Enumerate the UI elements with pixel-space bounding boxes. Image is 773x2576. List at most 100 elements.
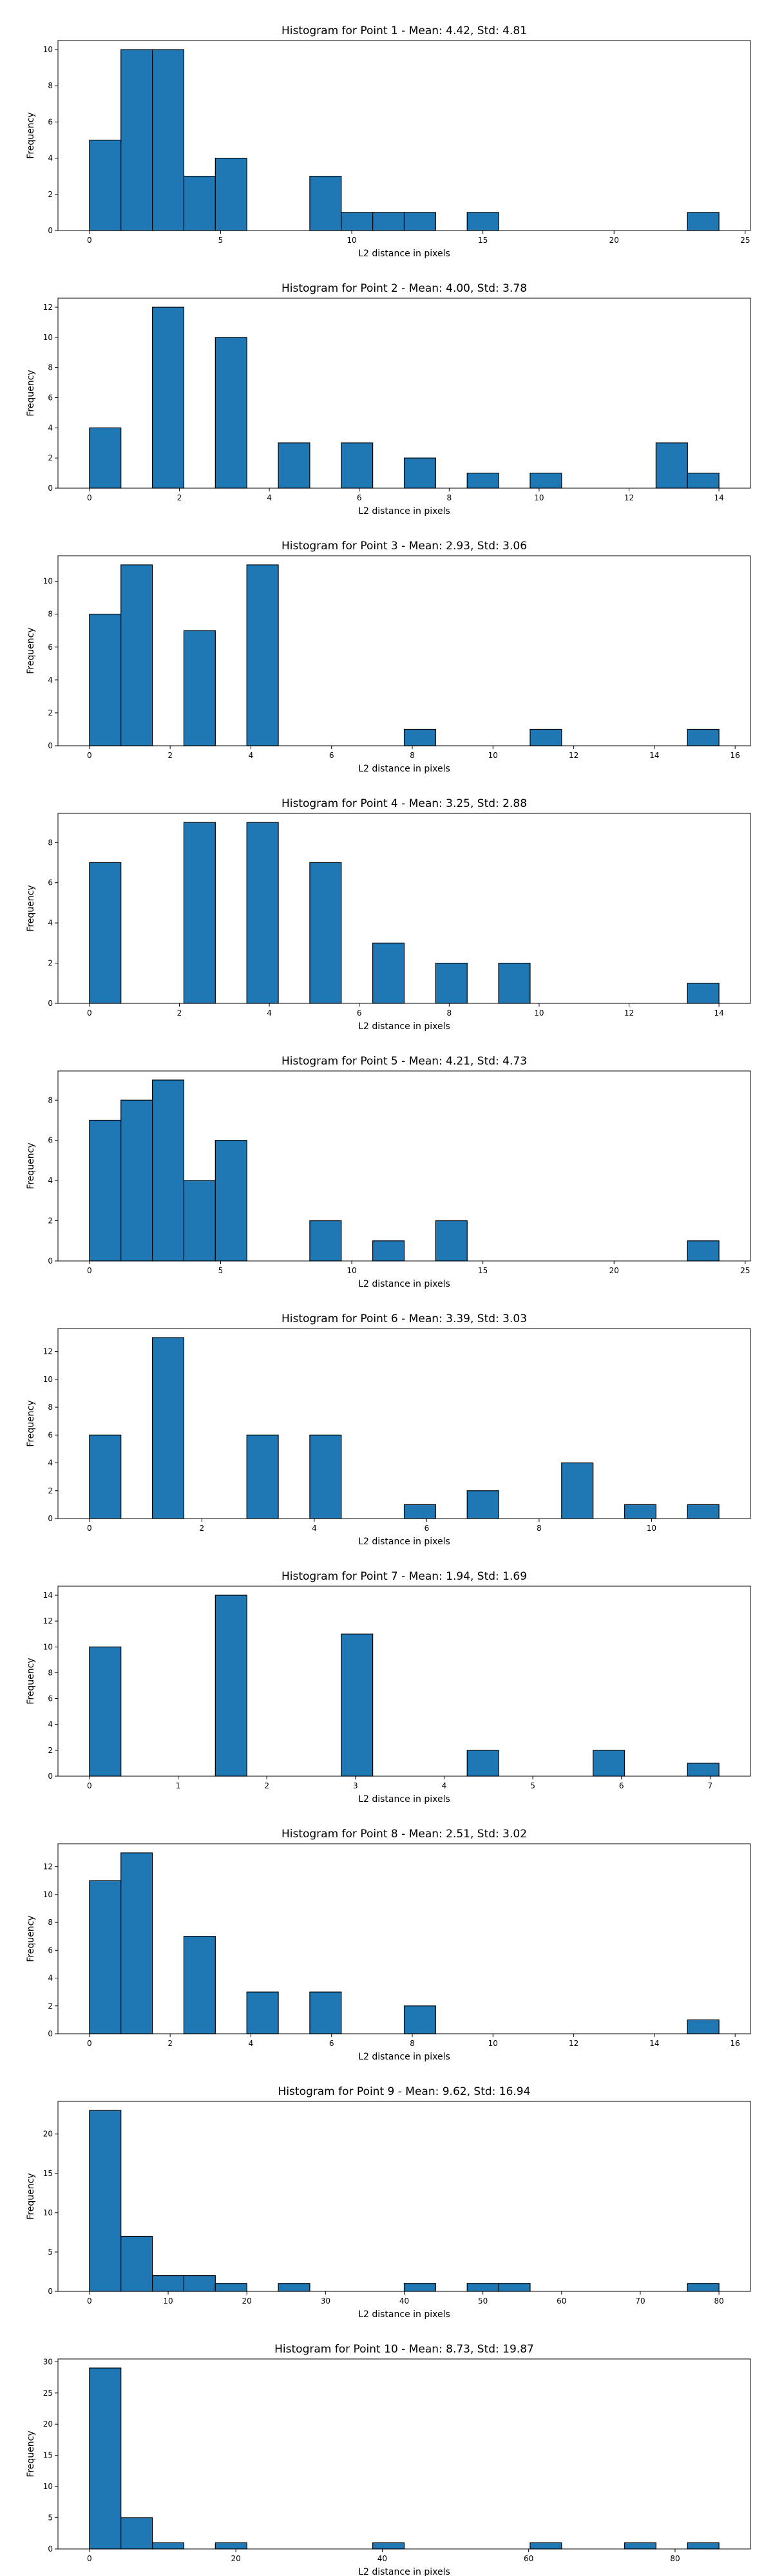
histogram-bar <box>120 2235 153 2292</box>
x-tick-label: 5 <box>218 236 224 245</box>
y-tick-label: 15 <box>43 2451 53 2460</box>
x-tick-label: 25 <box>740 236 750 245</box>
histogram-bar <box>89 1880 122 2034</box>
x-tick-label: 2 <box>167 751 173 760</box>
y-tick-label: 4 <box>48 918 53 927</box>
x-tick-label: 0 <box>87 1009 92 1018</box>
x-tick-label: 12 <box>624 493 634 502</box>
chart-panel-9: Histogram for Point 9 - Mean: 9.62, Std:… <box>26 2085 751 2320</box>
y-tick-label: 0 <box>48 226 53 235</box>
histogram-bar <box>89 427 122 489</box>
x-tick-label: 4 <box>267 493 272 502</box>
y-axis-label: Frequency <box>26 370 36 416</box>
histogram-bar <box>89 1119 122 1262</box>
x-axis-label: L2 distance in pixels <box>358 2309 450 2320</box>
histogram-bar <box>530 728 562 746</box>
x-tick-label: 15 <box>478 1266 488 1275</box>
histogram-bar <box>120 2517 153 2550</box>
y-tick-label: 0 <box>48 1256 53 1265</box>
x-tick-label: 6 <box>357 1009 362 1018</box>
x-tick-label: 6 <box>357 493 362 502</box>
y-tick-label: 8 <box>48 1095 53 1104</box>
histogram-bar <box>215 2542 247 2550</box>
x-tick-label: 16 <box>730 751 740 760</box>
y-tick-label: 6 <box>48 1430 53 1439</box>
chart-panel-5: Histogram for Point 5 - Mean: 4.21, Std:… <box>26 1055 751 1289</box>
x-tick-label: 70 <box>635 2297 645 2306</box>
histogram-bar <box>687 728 720 746</box>
x-tick-label: 10 <box>347 236 356 245</box>
x-axis-label: L2 distance in pixels <box>358 2567 450 2576</box>
x-tick-label: 60 <box>557 2297 566 2306</box>
histogram-bar <box>687 2542 720 2550</box>
chart-title: Histogram for Point 2 - Mean: 4.00, Std:… <box>282 282 527 295</box>
histogram-bar <box>215 1595 247 1777</box>
y-tick-label: 2 <box>48 1486 53 1495</box>
histogram-bar <box>530 472 562 489</box>
x-tick-label: 0 <box>87 1524 92 1533</box>
y-tick-label: 25 <box>43 2389 53 2398</box>
y-tick-label: 4 <box>48 1974 53 1983</box>
x-tick-label: 3 <box>353 1781 358 1790</box>
x-tick-label: 0 <box>87 751 92 760</box>
y-tick-label: 2 <box>48 959 53 968</box>
x-tick-label: 10 <box>488 2039 498 2048</box>
x-tick-label: 0 <box>87 493 92 502</box>
histogram-bar <box>215 2283 247 2292</box>
y-tick-label: 20 <box>43 2130 53 2139</box>
plot-frame <box>57 2358 751 2550</box>
histogram-bar <box>215 158 247 231</box>
x-axis-label: L2 distance in pixels <box>358 249 450 259</box>
histogram-bar <box>120 1852 153 2034</box>
y-tick-label: 6 <box>48 117 53 126</box>
x-tick-label: 10 <box>534 1009 544 1018</box>
histogram-bar <box>151 2275 185 2292</box>
y-tick-label: 30 <box>43 2357 53 2366</box>
histogram-bar <box>246 564 279 746</box>
y-tick-label: 4 <box>48 676 53 685</box>
plot-frame <box>57 1843 751 2034</box>
histogram-bar <box>89 2367 122 2550</box>
histogram-bar <box>466 2283 499 2292</box>
y-axis-label: Frequency <box>26 112 36 158</box>
y-tick-label: 10 <box>43 1642 53 1651</box>
chart-title: Histogram for Point 3 - Mean: 2.93, Std:… <box>282 540 527 553</box>
y-tick-label: 8 <box>48 1403 53 1412</box>
x-tick-label: 15 <box>478 236 488 245</box>
y-tick-label: 4 <box>48 1459 53 1468</box>
x-tick-label: 4 <box>249 751 254 760</box>
x-tick-label: 10 <box>163 2297 173 2306</box>
chart-title: Histogram for Point 7 - Mean: 1.94, Std:… <box>282 1570 527 1583</box>
x-tick-label: 0 <box>87 1781 92 1790</box>
chart-panel-7: Histogram for Point 7 - Mean: 1.94, Std:… <box>26 1570 751 1804</box>
x-tick-label: 14 <box>714 493 723 502</box>
histogram-bar <box>624 2542 657 2550</box>
y-tick-label: 2 <box>48 190 53 199</box>
y-tick-label: 2 <box>48 1746 53 1755</box>
chart-panel-6: Histogram for Point 6 - Mean: 3.39, Std:… <box>26 1312 751 1547</box>
y-tick-label: 2 <box>48 708 53 717</box>
histogram-bar <box>687 1763 720 1777</box>
y-axis-label: Frequency <box>26 2173 36 2219</box>
x-axis-label: L2 distance in pixels <box>358 1537 450 1547</box>
chart-panel-10: Histogram for Point 10 - Mean: 8.73, Std… <box>26 2343 751 2576</box>
histogram-bar <box>246 1991 279 2034</box>
y-tick-label: 10 <box>43 45 53 54</box>
x-axis-label: L2 distance in pixels <box>358 1021 450 1032</box>
x-tick-label: 8 <box>410 751 415 760</box>
y-tick-label: 2 <box>48 1217 53 1226</box>
x-tick-label: 0 <box>87 2039 92 2048</box>
chart-panel-2: Histogram for Point 2 - Mean: 4.00, Std:… <box>26 282 751 516</box>
y-tick-label: 0 <box>48 2287 53 2296</box>
y-tick-label: 12 <box>43 303 53 312</box>
y-tick-label: 15 <box>43 2169 53 2178</box>
y-axis-label: Frequency <box>26 885 36 931</box>
y-axis-label: Frequency <box>26 2430 36 2477</box>
x-tick-label: 20 <box>231 2554 240 2563</box>
histogram-bar <box>687 1240 720 1262</box>
histogram-bar <box>183 822 216 1004</box>
x-tick-label: 20 <box>242 2297 252 2306</box>
x-tick-label: 6 <box>329 751 334 760</box>
y-tick-label: 5 <box>48 2248 53 2257</box>
y-tick-label: 8 <box>48 1918 53 1927</box>
